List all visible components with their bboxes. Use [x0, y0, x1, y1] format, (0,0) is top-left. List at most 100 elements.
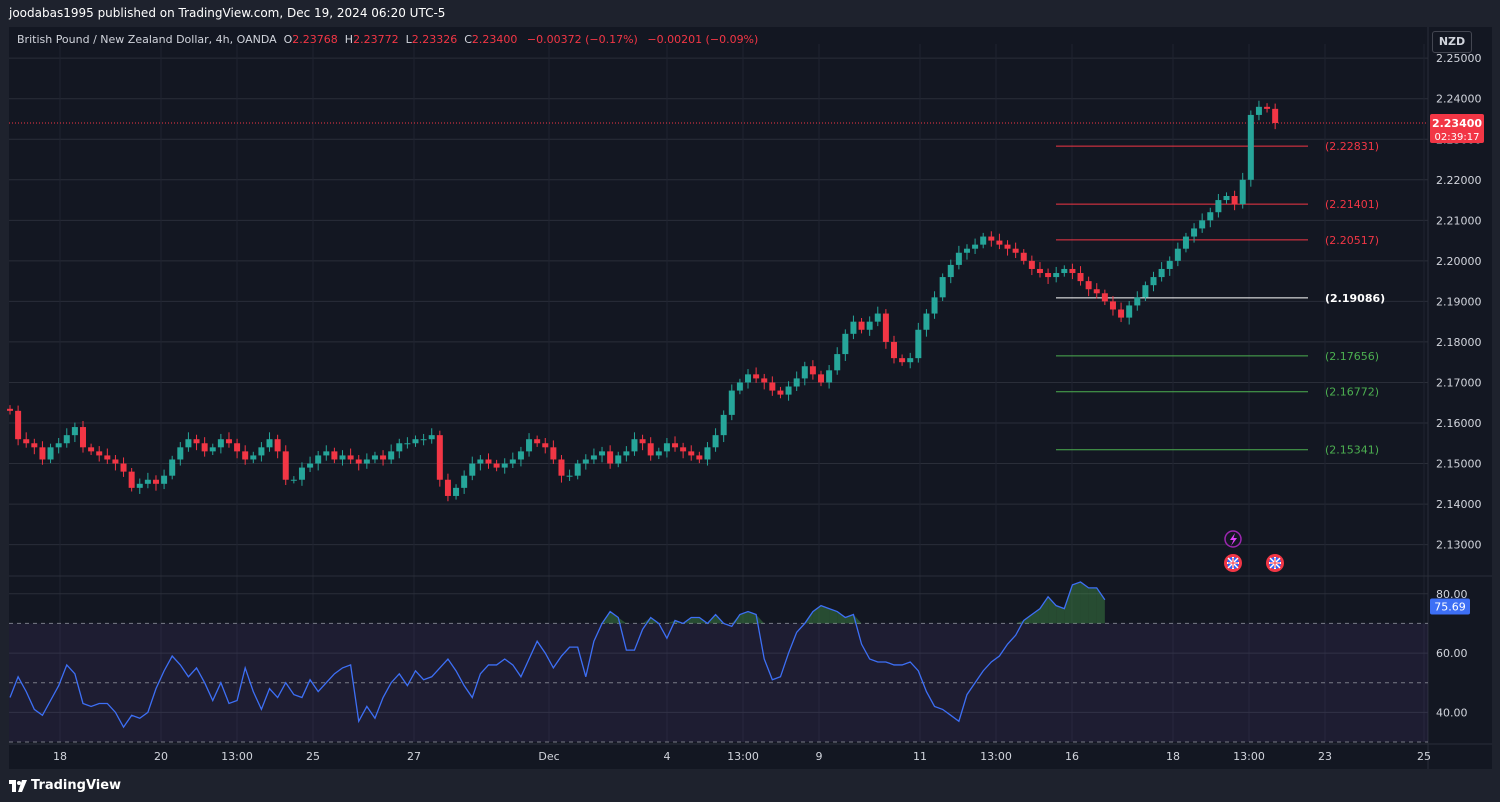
candle[interactable]: [647, 437, 654, 461]
candle[interactable]: [469, 456, 476, 481]
candle[interactable]: [582, 454, 589, 470]
candle[interactable]: [1045, 268, 1052, 284]
candle[interactable]: [745, 369, 752, 389]
candle[interactable]: [1028, 255, 1035, 276]
candle[interactable]: [404, 437, 411, 449]
candle[interactable]: [225, 432, 232, 448]
candle[interactable]: [509, 452, 516, 468]
rsi-line[interactable]: [9, 581, 1106, 729]
candle[interactable]: [1077, 266, 1084, 286]
candle[interactable]: [793, 371, 800, 391]
candle[interactable]: [996, 233, 1003, 250]
candle[interactable]: [436, 430, 443, 487]
candle[interactable]: [1020, 249, 1027, 265]
candle[interactable]: [128, 467, 135, 492]
candle[interactable]: [1158, 262, 1165, 282]
candle[interactable]: [209, 443, 216, 456]
candle[interactable]: [631, 432, 638, 456]
candle[interactable]: [1191, 223, 1198, 243]
candle[interactable]: [1182, 232, 1189, 253]
candle[interactable]: [234, 438, 241, 459]
candle[interactable]: [396, 438, 403, 459]
candles[interactable]: [7, 100, 1279, 502]
candle[interactable]: [120, 457, 127, 477]
candle[interactable]: [23, 432, 30, 448]
candle[interactable]: [915, 322, 922, 363]
candle[interactable]: [96, 446, 103, 462]
candle[interactable]: [1085, 276, 1092, 297]
candle[interactable]: [444, 473, 451, 502]
candle[interactable]: [315, 450, 322, 471]
candle[interactable]: [980, 232, 987, 249]
candle[interactable]: [688, 445, 695, 461]
candle[interactable]: [672, 436, 679, 452]
rsi-indicator[interactable]: [9, 581, 1106, 729]
candle[interactable]: [834, 347, 841, 375]
candle[interactable]: [290, 476, 297, 484]
candle[interactable]: [761, 373, 768, 390]
candle[interactable]: [477, 455, 484, 471]
candle[interactable]: [728, 384, 735, 421]
candle[interactable]: [112, 455, 119, 471]
candle[interactable]: [1247, 110, 1254, 187]
candle[interactable]: [720, 410, 727, 443]
candle[interactable]: [1093, 283, 1100, 299]
candle[interactable]: [1223, 192, 1230, 204]
candle[interactable]: [939, 273, 946, 301]
candle[interactable]: [161, 469, 168, 490]
candle[interactable]: [615, 451, 622, 468]
candle[interactable]: [323, 445, 330, 461]
candle[interactable]: [1272, 103, 1279, 130]
candle[interactable]: [412, 435, 419, 447]
candle[interactable]: [63, 428, 70, 448]
candle[interactable]: [680, 442, 687, 459]
candle[interactable]: [1166, 256, 1173, 276]
candle[interactable]: [1069, 263, 1076, 280]
candle[interactable]: [339, 450, 346, 466]
candle[interactable]: [428, 428, 435, 444]
candle[interactable]: [607, 445, 614, 469]
candle[interactable]: [501, 458, 508, 474]
event-markers[interactable]: [1224, 530, 1284, 572]
candle[interactable]: [785, 381, 792, 401]
candle[interactable]: [355, 455, 362, 471]
candle[interactable]: [388, 444, 395, 464]
candle[interactable]: [1199, 213, 1206, 233]
candle[interactable]: [809, 360, 816, 380]
candle[interactable]: [266, 432, 273, 452]
candle[interactable]: [1174, 242, 1181, 267]
candle[interactable]: [250, 451, 257, 464]
candle[interactable]: [550, 440, 557, 464]
candle[interactable]: [517, 446, 524, 467]
candle[interactable]: [152, 475, 159, 491]
candle[interactable]: [777, 386, 784, 399]
candle[interactable]: [963, 244, 970, 260]
currency-button[interactable]: NZD: [1432, 31, 1472, 53]
candle[interactable]: [177, 442, 184, 466]
candle[interactable]: [420, 433, 427, 446]
candle[interactable]: [371, 451, 378, 464]
candle[interactable]: [39, 441, 46, 465]
candle[interactable]: [31, 438, 38, 455]
candle[interactable]: [258, 442, 265, 462]
candle[interactable]: [282, 445, 289, 486]
candle[interactable]: [842, 329, 849, 361]
candle[interactable]: [15, 405, 22, 446]
candle[interactable]: [307, 456, 314, 473]
candle[interactable]: [79, 420, 86, 453]
candle[interactable]: [217, 433, 224, 454]
candle[interactable]: [1207, 207, 1214, 228]
candle[interactable]: [1109, 296, 1116, 316]
candle[interactable]: [534, 435, 541, 447]
candle[interactable]: [461, 470, 468, 494]
candle[interactable]: [1053, 266, 1060, 283]
candle[interactable]: [712, 428, 719, 452]
candle[interactable]: [1239, 172, 1246, 209]
candle[interactable]: [890, 335, 897, 364]
candle[interactable]: [858, 318, 865, 334]
candle[interactable]: [347, 448, 354, 464]
candle[interactable]: [55, 437, 62, 454]
candle[interactable]: [485, 453, 492, 469]
candle[interactable]: [331, 447, 338, 464]
